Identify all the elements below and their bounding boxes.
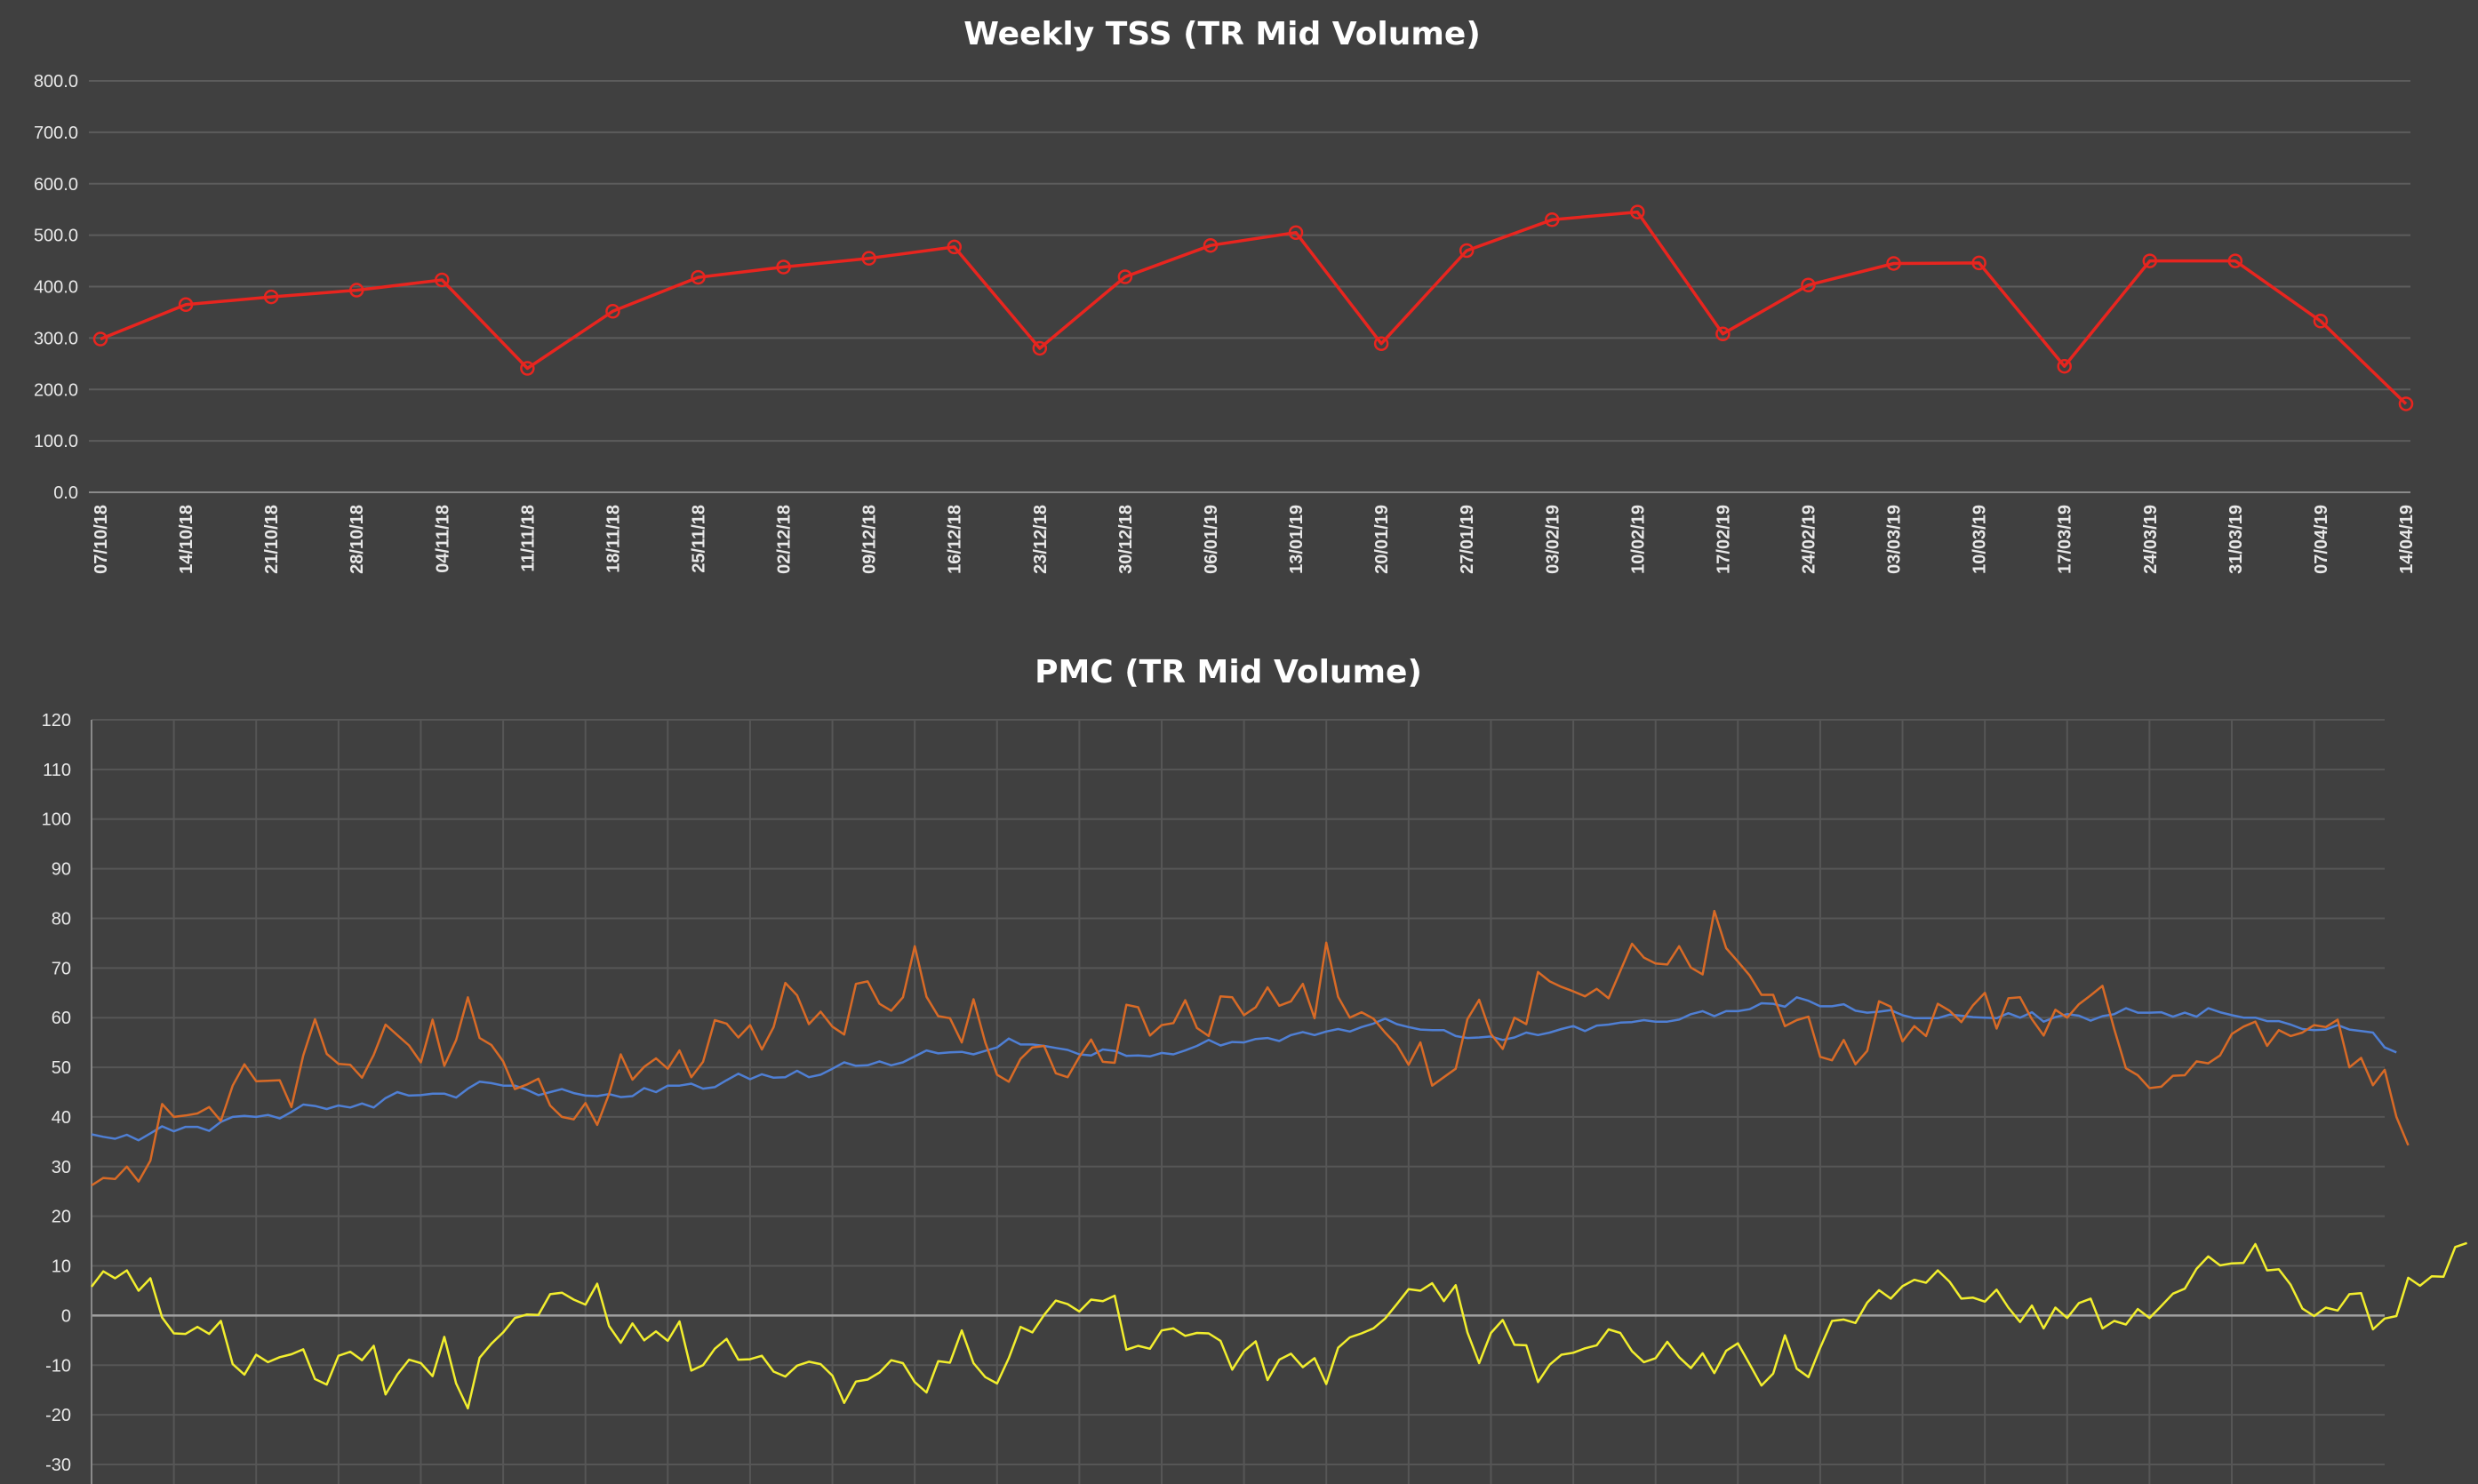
tss-data-point [520, 361, 535, 376]
pmc-title: PMC (TR Mid Volume) [1035, 654, 1422, 690]
tss-x-tick-label: 18/11/18 [604, 505, 623, 573]
tss-y-tick-label: 700.0 [34, 124, 78, 143]
tss-x-tick-label: 14/10/18 [177, 505, 196, 574]
tss-data-point [1117, 269, 1133, 284]
tss-x-tick-label: 10/02/19 [1628, 505, 1648, 574]
tss-x-tick-label: 24/02/19 [1799, 505, 1819, 574]
weekly-tss-title: Weekly TSS (TR Mid Volume) [963, 16, 1481, 52]
pmc-y-tick-label: 40 [52, 1108, 71, 1128]
tss-data-point [1373, 336, 1389, 351]
tss-x-tick-label: 27/01/19 [1458, 505, 1477, 574]
weekly-tss-chart: Weekly TSS (TR Mid Volume) 0.0 100.0 200.0… [34, 16, 2417, 574]
tss-x-tick-label: 25/11/18 [690, 505, 709, 573]
tss-x-tick-label: 14/04/19 [2397, 505, 2417, 574]
tss-data-point [263, 289, 279, 305]
tss-x-tick-label: 21/10/18 [262, 505, 282, 574]
pmc-gridlines [91, 719, 2385, 1484]
tss-x-tick-label: 17/03/19 [2056, 505, 2075, 574]
tss-data-point [435, 272, 450, 288]
tss-data-point [178, 297, 194, 313]
tss-y-tick-label: 300.0 [34, 329, 78, 348]
tss-data-point [1032, 340, 1048, 356]
tss-x-tick-label: 07/10/18 [92, 505, 111, 574]
tss-x-tick-label: 24/03/19 [2141, 505, 2161, 574]
tss-x-tick-label: 03/03/19 [1885, 505, 1905, 574]
tss-x-tick-label: 16/12/18 [946, 505, 965, 574]
tss-x-tick-label: 23/12/18 [1031, 505, 1051, 574]
pmc-y-tick-label: 90 [52, 860, 71, 880]
weekly-tss-gridlines [89, 80, 2410, 493]
tss-y-tick-label: 400.0 [34, 278, 78, 298]
pmc-series-line [91, 996, 2397, 1142]
pmc-y-tick-label: 70 [52, 959, 71, 978]
tss-data-point [348, 283, 364, 298]
tss-x-tick-label: 17/02/19 [1714, 505, 1733, 574]
tss-data-point [947, 239, 962, 255]
tss-data-point [2398, 396, 2414, 411]
weekly-tss-series [92, 204, 2414, 411]
tss-data-point [1630, 204, 1645, 219]
tss-x-tick-label: 03/02/19 [1543, 505, 1563, 574]
pmc-y-tick-label: 80 [52, 909, 71, 929]
tss-data-point [2142, 253, 2158, 268]
tss-series-line [100, 210, 2408, 405]
tss-x-tick-label: 13/01/19 [1287, 505, 1307, 574]
weekly-tss-y-axis: 0.0 100.0 200.0 300.0 400.0 500.0 600.0 700.0 80… [34, 72, 78, 503]
pmc-y-tick-label: 110 [43, 761, 71, 780]
pmc-y-tick-label: 30 [52, 1158, 71, 1177]
tss-y-tick-label: 200.0 [34, 380, 78, 400]
pmc-y-axis: -30 -20 -10 0 10 20 30 40 50 60 70 80 90 100 110 120 [42, 711, 71, 1475]
tss-data-point [2313, 314, 2329, 329]
pmc-y-tick-label: 100 [42, 810, 71, 830]
tss-x-tick-label: 09/12/18 [860, 505, 880, 574]
pmc-series-line [91, 1241, 2468, 1410]
tss-x-tick-label: 04/11/18 [433, 505, 452, 573]
tss-data-point [605, 304, 620, 319]
tss-x-tick-label: 11/11/18 [518, 505, 538, 572]
tss-x-tick-label: 20/01/19 [1372, 505, 1392, 574]
tss-data-point [861, 251, 876, 266]
tss-y-tick-label: 600.0 [34, 175, 78, 195]
tss-data-point [92, 331, 108, 347]
tss-data-point [2227, 253, 2243, 268]
tss-x-tick-label: 31/03/19 [2226, 505, 2246, 574]
tss-y-tick-label: 100.0 [34, 432, 78, 451]
tss-data-point [1715, 326, 1731, 341]
tss-y-tick-label: 500.0 [34, 227, 78, 246]
tss-data-point [1459, 243, 1475, 259]
pmc-y-tick-label: 20 [52, 1208, 71, 1227]
tss-y-tick-label: 800.0 [34, 72, 78, 92]
tss-x-tick-label: 07/04/19 [2312, 505, 2331, 574]
tss-data-point [1801, 277, 1816, 293]
pmc-y-tick-label: 0 [61, 1306, 71, 1326]
pmc-series [91, 909, 2468, 1410]
pmc-y-tick-label: 50 [52, 1058, 71, 1078]
tss-x-tick-label: 30/12/18 [1116, 505, 1136, 574]
tss-data-point [1545, 212, 1560, 227]
tss-x-tick-label: 02/12/18 [775, 505, 795, 574]
tss-data-point [1886, 256, 1901, 271]
pmc-y-tick-label: -20 [45, 1406, 71, 1425]
weekly-tss-x-axis: 07/10/18 14/10/18 21/10/18 28/10/18 04/11/18… [92, 505, 2417, 574]
tss-x-tick-label: 10/03/19 [1970, 505, 1990, 574]
pmc-y-tick-label: -10 [45, 1356, 71, 1376]
pmc-series-line [91, 909, 2410, 1187]
tss-x-tick-label: 28/10/18 [348, 505, 367, 574]
tss-data-point [1971, 255, 1986, 271]
pmc-y-tick-label: -30 [45, 1456, 71, 1475]
pmc-y-tick-label: 60 [52, 1009, 71, 1028]
pmc-chart: PMC (TR Mid Volume) -30 -20 -10 0 10 20 30 40 50… [42, 654, 2468, 1484]
tss-data-point [1203, 237, 1219, 253]
tss-data-point [2057, 358, 2072, 374]
pmc-y-tick-label: 120 [42, 711, 71, 730]
pmc-y-tick-label: 10 [52, 1257, 71, 1277]
tss-y-tick-label: 0.0 [53, 483, 78, 503]
tss-data-point [1288, 225, 1304, 240]
tss-data-point [776, 259, 791, 275]
tss-x-tick-label: 06/01/19 [1202, 505, 1221, 574]
tss-data-point [691, 269, 706, 285]
